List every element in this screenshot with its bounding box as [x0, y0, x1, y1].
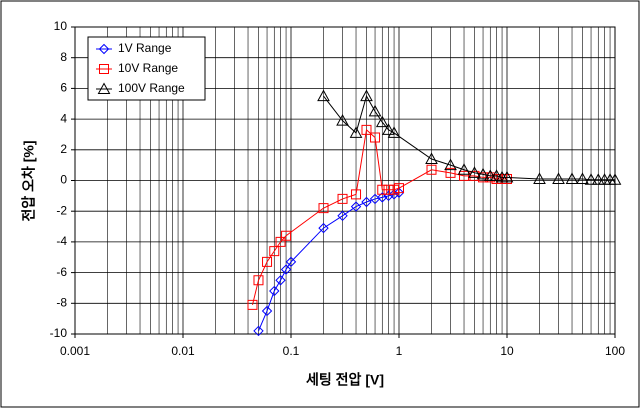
marker	[317, 89, 330, 102]
marker	[377, 192, 388, 203]
marker	[281, 230, 292, 241]
legend-label: 100V Range	[118, 81, 185, 95]
marker	[608, 173, 622, 185]
y-tick-label: 4	[60, 111, 67, 125]
marker	[425, 152, 438, 165]
y-tick-label: -10	[50, 326, 68, 340]
series-line	[252, 128, 507, 305]
y-tick-label: -6	[56, 265, 67, 279]
marker	[247, 299, 258, 310]
marker	[584, 173, 598, 185]
y-tick-label: 2	[60, 142, 67, 156]
marker	[533, 172, 546, 184]
x-tick-label: 100	[605, 344, 625, 358]
legend-label: 1V Range	[118, 41, 172, 55]
marker	[269, 285, 280, 297]
marker	[361, 196, 372, 208]
x-tick-label: 0.01	[171, 344, 195, 358]
y-tick-label: 6	[60, 81, 67, 95]
marker	[393, 187, 405, 198]
marker	[253, 325, 264, 337]
x-axis-title: 세팅 전압 [V]	[306, 372, 384, 388]
marker	[337, 210, 348, 222]
marker	[280, 264, 292, 275]
x-tick-label: 10	[500, 344, 514, 358]
marker	[565, 172, 579, 184]
marker	[576, 172, 589, 184]
marker	[490, 169, 503, 181]
marker	[337, 193, 348, 204]
marker	[444, 158, 457, 171]
marker	[426, 164, 437, 175]
legend-label: 10V Range	[118, 61, 178, 75]
x-tick-label: 0.001	[60, 344, 90, 358]
marker	[457, 163, 471, 175]
plot-border	[74, 26, 616, 335]
legend: 1V Range 10V Range 100V Range	[87, 36, 206, 101]
y-axis-title: 전압 오차 [%]	[21, 140, 37, 221]
marker	[349, 126, 363, 138]
marker	[368, 104, 382, 117]
marker	[552, 172, 565, 184]
marker	[591, 173, 605, 185]
marker	[468, 166, 481, 178]
marker	[318, 222, 329, 234]
y-tick-label: -4	[56, 234, 67, 248]
marker	[445, 167, 456, 178]
x-tick-label: 0.1	[283, 344, 300, 358]
marker	[375, 115, 389, 128]
marker	[275, 275, 286, 286]
marker	[253, 275, 264, 286]
marker	[389, 184, 400, 195]
y-tick-label: -8	[56, 295, 67, 309]
y-tick-label: 0	[60, 173, 67, 187]
y-tick-label: 10	[54, 19, 68, 33]
marker	[285, 256, 297, 268]
marker	[476, 167, 490, 180]
marker	[360, 89, 373, 102]
marker	[97, 82, 111, 94]
x-tick-label: 1	[396, 344, 403, 358]
marker	[382, 123, 395, 135]
y-tick-label: 8	[60, 50, 67, 64]
marker	[261, 305, 273, 317]
marker	[483, 169, 497, 181]
marker	[459, 170, 470, 181]
marker	[370, 132, 381, 143]
marker	[99, 64, 109, 74]
marker	[98, 43, 110, 55]
marker	[500, 170, 514, 183]
marker	[350, 201, 362, 212]
marker	[318, 203, 329, 214]
marker	[394, 183, 404, 194]
marker	[351, 189, 362, 200]
marker	[262, 256, 273, 267]
marker	[387, 126, 401, 138]
y-tick-label: -2	[56, 203, 67, 217]
marker	[336, 114, 349, 126]
